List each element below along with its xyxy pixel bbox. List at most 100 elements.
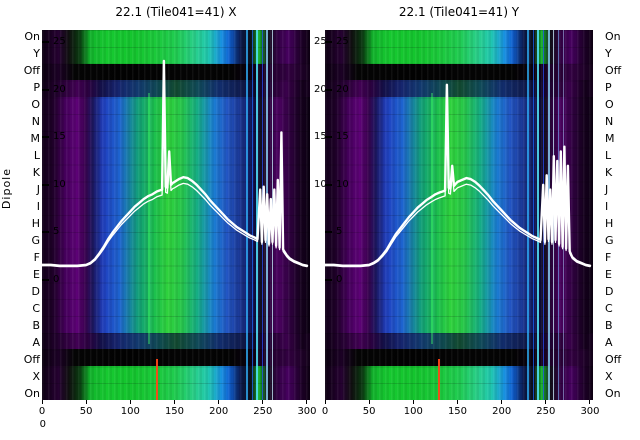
x-tick-label: 250 — [253, 406, 273, 417]
heatmap-row-a — [325, 332, 593, 350]
amp-tick-label: 5 — [53, 226, 60, 238]
row-label-right-h: H — [605, 217, 614, 230]
heatmap-row-d — [325, 282, 593, 299]
x-tick-label: 250 — [536, 406, 556, 417]
amp-tick-mark — [325, 88, 332, 91]
amp-tick-label-right: 10 — [314, 178, 327, 190]
heatmap-stripe — [437, 359, 440, 400]
x-tick-layer: 0 50 100 150 200 250 300 — [39, 30, 317, 417]
x-tick-mark — [545, 400, 547, 404]
x-tick-mark — [173, 400, 175, 404]
x-tick-mark — [589, 400, 591, 404]
heatmap-row-o — [325, 97, 593, 115]
x-tick-label: 300 — [580, 406, 600, 417]
row-label-left-n: N — [31, 115, 40, 128]
heatmap — [42, 30, 310, 400]
row-label-right-on: On — [605, 30, 621, 43]
x-tick-mark — [218, 400, 220, 404]
row-label-right-e: E — [605, 268, 612, 281]
row-label-right-on: On — [605, 387, 621, 400]
x-tick-label: 300 — [297, 406, 317, 417]
x-tick-mark — [85, 400, 87, 404]
heatmap-row-c — [42, 299, 310, 316]
row-label-right-k: K — [605, 166, 613, 179]
row-label-right-c: C — [605, 302, 613, 315]
row-label-right-o: O — [605, 98, 614, 111]
row-label-right-off: Off — [605, 353, 622, 366]
x-tick-label: 50 — [362, 406, 376, 417]
row-label-right-g: G — [605, 234, 614, 247]
amp-tick-mark — [42, 88, 49, 91]
heatmap-stripe — [246, 30, 249, 400]
heatmap-stripe — [527, 30, 530, 400]
amp-tick-mark — [42, 279, 49, 281]
amp-tick-mark — [42, 183, 49, 186]
heatmap-row-j — [325, 181, 593, 199]
heatmap-row-k — [325, 164, 593, 182]
heatmap-stripe — [148, 92, 151, 345]
heatmap-row-p — [42, 80, 310, 98]
corner-axis-label: 0 — [39, 419, 46, 430]
row-label-right-m: M — [605, 132, 615, 145]
x-tick-mark — [324, 400, 326, 404]
row-label-left-p: P — [33, 81, 40, 94]
amp-tick-label: 10 — [336, 178, 349, 190]
row-label-left-m: M — [30, 132, 41, 145]
heatmap-stripe — [431, 92, 434, 345]
heatmap-row-f — [325, 248, 593, 266]
heatmap-row-x — [42, 366, 310, 384]
heatmap-row-a — [42, 332, 310, 350]
row-label-left-d: D — [31, 285, 40, 298]
amp-tick-label: 20 — [53, 83, 66, 95]
heatmap-row-e — [325, 265, 593, 283]
heatmap-row-i — [325, 198, 593, 215]
heatmap-stripe — [251, 30, 254, 400]
heatmap-row-y — [325, 46, 593, 64]
row-label-left-on: On — [24, 30, 40, 43]
heatmap-row-m — [42, 130, 310, 148]
heatmap-row-p — [325, 80, 593, 98]
x-tick-mark — [129, 400, 131, 404]
row-label-left-o: O — [31, 98, 40, 111]
heatmap-row-off — [325, 349, 593, 367]
x-tick-mark — [368, 400, 370, 404]
row-label-right-f: F — [605, 251, 612, 264]
heatmap-row-l — [42, 147, 310, 165]
x-tick-mark — [41, 400, 43, 404]
heatmap-row-b — [42, 315, 310, 333]
amp-tick-label: 10 — [53, 178, 66, 190]
heatmap-row-off — [42, 349, 310, 367]
plot-title-y: 22.1 (Tile041=41) Y — [398, 5, 520, 19]
row-label-right-p: P — [605, 81, 612, 94]
x-tick-mark — [456, 400, 458, 404]
heatmap-row-on — [325, 383, 593, 400]
x-tick-label: 0 — [321, 406, 329, 417]
heatmap-row-off — [42, 63, 310, 81]
amp-tick-label: 5 — [336, 226, 343, 238]
heatmap-row-h — [42, 214, 310, 232]
amp-tick-layer: 25 20 15 10 5 0 25 20 15 10 — [42, 30, 327, 400]
x-tick-label: 100 — [403, 406, 423, 417]
x-tick-label: 200 — [492, 406, 512, 417]
heatmap-row-o — [42, 97, 310, 115]
amp-tick-mark — [42, 136, 49, 139]
row-label-left-k: K — [32, 166, 40, 179]
row-label-left-l: L — [33, 149, 40, 162]
amp-tick-label: 0 — [336, 274, 343, 285]
amp-tick-layer: 25 20 15 10 5 0 — [325, 30, 593, 400]
row-label-left-g: G — [31, 234, 40, 247]
heatmap-row-l — [325, 147, 593, 165]
bandpass-curve — [42, 73, 308, 268]
heatmap-stripe — [256, 30, 259, 400]
row-label-left-f: F — [33, 251, 40, 264]
x-tick-mark — [262, 400, 264, 404]
row-label-right-d: D — [605, 285, 614, 298]
row-label-left-j: J — [36, 183, 40, 196]
heatmap-row-n — [42, 114, 310, 131]
plot-y-pol: 25 20 15 10 5 0 0 50 100 150 200 250 300 — [322, 30, 600, 417]
row-label-left-off: Off — [23, 353, 40, 366]
x-tick-mark — [412, 400, 414, 404]
x-tick-mark — [306, 400, 308, 404]
plot-title-x: 22.1 (Tile041=41) X — [115, 5, 237, 19]
